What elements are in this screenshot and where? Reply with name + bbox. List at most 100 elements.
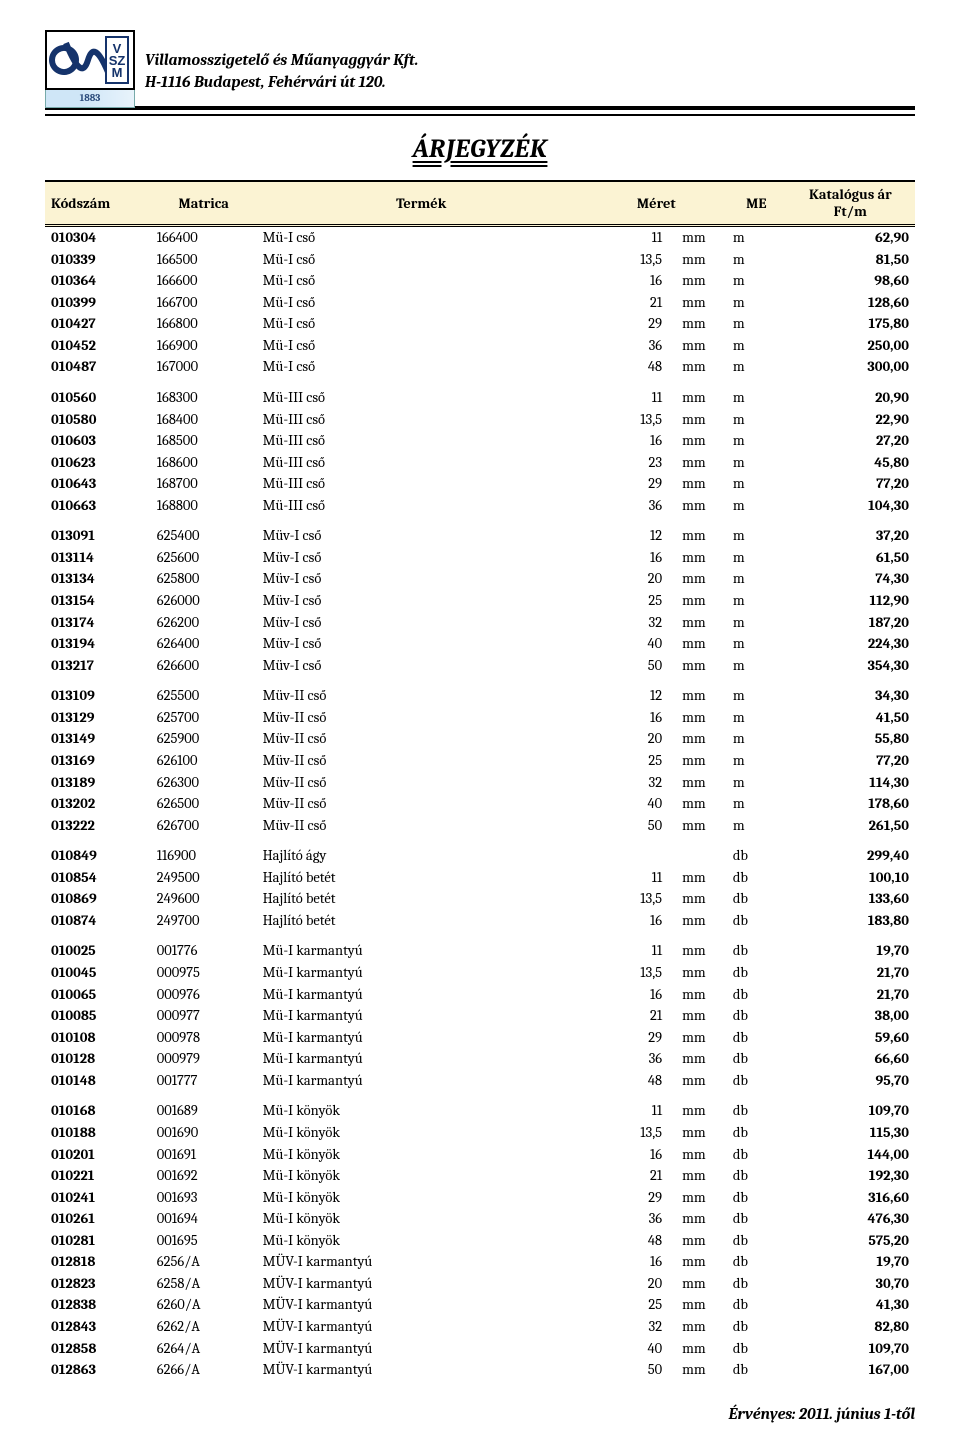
rule-thin: [45, 114, 915, 116]
header: V SZ M 1883 Villamosszigetelő és Műanyag…: [45, 30, 915, 100]
cell-mm: mm: [668, 676, 727, 707]
table-row: 013222626700Müv-II cső50mmm261,50: [45, 815, 915, 837]
cell-ar: 250,00: [786, 335, 915, 357]
cell-meret: 21: [586, 1165, 668, 1187]
cell-matrica: 000977: [151, 1005, 257, 1027]
table-row: 013217626600Müv-I cső50mmm354,30: [45, 655, 915, 677]
col-matrica: Matrica: [151, 181, 257, 226]
cell-meret: 13,5: [586, 1122, 668, 1144]
cell-ar: 104,30: [786, 495, 915, 517]
cell-termek: Müv-I cső: [257, 633, 586, 655]
cell-termek: Müv-II cső: [257, 676, 586, 707]
table-row: 010452166900Mü-I cső36mmm250,00: [45, 335, 915, 357]
cell-ar: 299,40: [786, 836, 915, 867]
table-row: 010623168600Mü-III cső23mmm45,80: [45, 452, 915, 474]
table-header: Kódszám Matrica Termék Méret ME Katalógu…: [45, 181, 915, 226]
cell-termek: Mü-III cső: [257, 430, 586, 452]
cell-me: db: [727, 1230, 786, 1252]
cell-mm: mm: [668, 249, 727, 271]
cell-matrica: 625500: [151, 676, 257, 707]
col-meret: Méret: [586, 181, 727, 226]
table-row: 010399166700Mü-I cső21mmm128,60: [45, 292, 915, 314]
cell-kodszam: 010854: [45, 867, 151, 889]
cell-meret: 32: [586, 612, 668, 634]
cell-termek: Mü-III cső: [257, 378, 586, 409]
cell-me: db: [727, 1338, 786, 1360]
table-row: 010560168300Mü-III cső11mmm20,90: [45, 378, 915, 409]
cell-mm: mm: [668, 728, 727, 750]
cell-kodszam: 013194: [45, 633, 151, 655]
cell-kodszam: 010399: [45, 292, 151, 314]
cell-matrica: 6258/A: [151, 1273, 257, 1295]
cell-termek: Müv-II cső: [257, 728, 586, 750]
cell-termek: Mü-III cső: [257, 409, 586, 431]
cell-matrica: 166600: [151, 270, 257, 292]
cell-me: m: [727, 409, 786, 431]
cell-kodszam: 013129: [45, 707, 151, 729]
cell-kodszam: 012818: [45, 1251, 151, 1273]
cell-matrica: 626300: [151, 772, 257, 794]
cell-me: m: [727, 590, 786, 612]
cell-kodszam: 012843: [45, 1316, 151, 1338]
cell-ar: 183,80: [786, 910, 915, 932]
cell-kodszam: 010452: [45, 335, 151, 357]
cell-me: m: [727, 430, 786, 452]
cell-matrica: 626500: [151, 793, 257, 815]
cell-ar: 27,20: [786, 430, 915, 452]
cell-kodszam: 010148: [45, 1070, 151, 1092]
table-row: 010261001694Mü-I könyök36mmdb476,30: [45, 1208, 915, 1230]
cell-meret: 11: [586, 1091, 668, 1122]
table-row: 013194626400Müv-I cső40mmm224,30: [45, 633, 915, 655]
table-row: 010201001691Mü-I könyök16mmdb144,00: [45, 1144, 915, 1166]
cell-mm: mm: [668, 1048, 727, 1070]
cell-meret: 11: [586, 931, 668, 962]
cell-kodszam: 010221: [45, 1165, 151, 1187]
cell-mm: mm: [668, 1122, 727, 1144]
cell-me: m: [727, 249, 786, 271]
cell-termek: Mü-I karmantyú: [257, 931, 586, 962]
cell-matrica: 166700: [151, 292, 257, 314]
cell-me: db: [727, 1187, 786, 1209]
cell-meret: 36: [586, 335, 668, 357]
footer-validity: Érvényes: 2011. június 1-től: [45, 1405, 915, 1423]
cell-matrica: 6262/A: [151, 1316, 257, 1338]
cell-termek: Mü-I karmantyú: [257, 962, 586, 984]
cell-matrica: 001691: [151, 1144, 257, 1166]
cell-matrica: 249700: [151, 910, 257, 932]
cell-me: m: [727, 516, 786, 547]
cell-mm: mm: [668, 1316, 727, 1338]
cell-ar: 30,70: [786, 1273, 915, 1295]
cell-matrica: 6260/A: [151, 1294, 257, 1316]
cell-kodszam: 010261: [45, 1208, 151, 1230]
cell-meret: 36: [586, 495, 668, 517]
cell-me: m: [727, 612, 786, 634]
cell-ar: 114,30: [786, 772, 915, 794]
cell-meret: 16: [586, 910, 668, 932]
cell-meret: 16: [586, 1251, 668, 1273]
cell-meret: 40: [586, 633, 668, 655]
cell-mm: mm: [668, 1230, 727, 1252]
cell-matrica: 166400: [151, 226, 257, 249]
cell-termek: Müv-I cső: [257, 547, 586, 569]
cell-meret: 20: [586, 568, 668, 590]
cell-mm: mm: [668, 1294, 727, 1316]
cell-ar: 112,90: [786, 590, 915, 612]
table-row: 010108000978Mü-I karmantyú29mmdb59,60: [45, 1027, 915, 1049]
cell-termek: Hajlító ágy: [257, 836, 586, 867]
cell-termek: Mü-I cső: [257, 356, 586, 378]
cell-kodszam: 012838: [45, 1294, 151, 1316]
cell-termek: MÜV-I karmantyú: [257, 1316, 586, 1338]
cell-me: m: [727, 270, 786, 292]
cell-ar: 187,20: [786, 612, 915, 634]
table-row: 0128636266/AMÜV-I karmantyú50mmdb167,00: [45, 1359, 915, 1381]
cell-me: db: [727, 1070, 786, 1092]
table-row: 010869249600Hajlító betét13,5mmdb133,60: [45, 888, 915, 910]
table-row: 010663168800Mü-III cső36mmm104,30: [45, 495, 915, 517]
cell-mm: mm: [668, 931, 727, 962]
table-row: 010281001695Mü-I könyök48mmdb575,20: [45, 1230, 915, 1252]
cell-me: db: [727, 984, 786, 1006]
cell-mm: mm: [668, 888, 727, 910]
cell-ar: 109,70: [786, 1091, 915, 1122]
cell-mm: mm: [668, 793, 727, 815]
cell-mm: mm: [668, 452, 727, 474]
